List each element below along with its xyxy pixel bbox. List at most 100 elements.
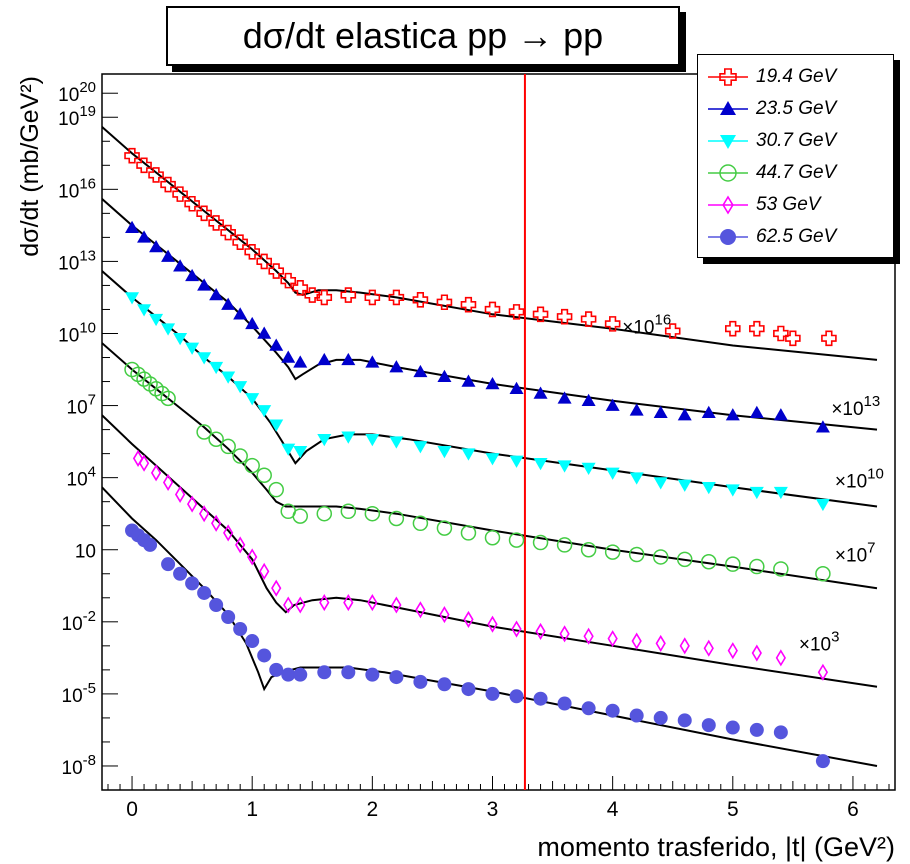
data-point (257, 326, 272, 339)
data-point (533, 691, 548, 706)
scale-factor-label: ×1013 (831, 393, 880, 420)
y-tick-label: 10-5 (62, 680, 96, 707)
legend-entry: 62.5 GeV (698, 221, 893, 253)
data-point (391, 596, 402, 614)
data-point (160, 176, 176, 193)
data-point (271, 579, 282, 597)
legend: 19.4 GeV 23.5 GeV 30.7 GeV 44.7 GeV 53 GeV 62… (697, 54, 894, 258)
data-point (220, 224, 236, 241)
scale-factor-label: ×1016 (622, 311, 671, 338)
legend-marker (708, 229, 748, 245)
legend-symbol (719, 164, 737, 182)
y-tick-label: 1019 (58, 103, 96, 130)
data-point (773, 486, 788, 500)
y-tick-label: 1020 (58, 79, 96, 106)
y-tick-label: 104 (67, 464, 96, 491)
data-point (655, 634, 666, 652)
data-point (143, 537, 158, 552)
data-point (580, 541, 597, 558)
data-point (484, 529, 501, 546)
data-point (389, 436, 404, 449)
data-point (412, 515, 429, 532)
data-point (749, 320, 765, 337)
data-point (437, 369, 452, 382)
data-point (460, 296, 477, 313)
data-point (184, 195, 200, 212)
data-point (269, 662, 284, 677)
legend-label: 53 GeV (756, 194, 821, 215)
data-point (148, 167, 164, 183)
data-point (749, 558, 765, 575)
data-point (161, 323, 176, 336)
legend-label: 19.4 GeV (756, 66, 837, 87)
data-point (556, 308, 573, 325)
x-tick-label: 3 (487, 798, 499, 821)
data-point (269, 338, 284, 351)
data-point (605, 703, 620, 718)
data-point (749, 486, 764, 500)
data-point (461, 682, 476, 697)
data-point (149, 313, 164, 327)
data-point (749, 405, 764, 419)
data-point (557, 460, 572, 473)
series-5 (125, 523, 830, 769)
data-point (509, 381, 524, 395)
data-point (773, 408, 788, 421)
y-tick-label: 1010 (58, 319, 96, 346)
data-point (412, 292, 429, 308)
data-point (125, 292, 140, 305)
data-point (532, 306, 549, 323)
legend-entry: 53 GeV (698, 189, 893, 221)
data-point (319, 594, 330, 612)
scale-factor-label: ×107 (835, 540, 876, 567)
data-point (364, 289, 381, 306)
data-point (484, 301, 501, 318)
data-point (136, 157, 152, 174)
data-point (535, 622, 546, 640)
legend-marker (708, 101, 748, 115)
data-point (185, 342, 200, 355)
data-point (487, 615, 498, 633)
data-point (138, 454, 150, 472)
data-point (533, 457, 548, 471)
data-point (196, 205, 212, 222)
data-point (125, 220, 140, 234)
data-point (283, 596, 294, 614)
data-point (293, 667, 308, 682)
data-point (268, 263, 285, 279)
data-point (725, 484, 740, 497)
data-point (556, 537, 573, 553)
data-point (413, 674, 428, 689)
series-4 (132, 449, 829, 681)
legend-marker (708, 195, 748, 215)
legend-entry: 19.4 GeV (698, 61, 893, 93)
data-point (209, 288, 224, 301)
data-point (256, 253, 273, 270)
data-point (343, 594, 354, 612)
legend-symbol (720, 229, 736, 245)
data-point (664, 323, 681, 339)
data-point (388, 510, 405, 527)
data-point (220, 438, 236, 455)
data-point (557, 696, 572, 711)
data-point (559, 625, 570, 643)
data-point (817, 663, 829, 681)
legend-symbol (720, 101, 736, 115)
data-point (197, 352, 212, 365)
data-point (775, 649, 786, 667)
data-point (751, 644, 762, 662)
data-point (652, 549, 669, 565)
data-point (316, 505, 333, 522)
legend-marker (708, 164, 748, 182)
data-point (211, 514, 222, 532)
legend-label: 44.7 GeV (756, 162, 837, 183)
legend-label: 23.5 GeV (756, 98, 837, 119)
data-point (415, 601, 426, 619)
data-point (629, 708, 644, 723)
data-point (701, 553, 717, 570)
data-point (245, 393, 260, 406)
data-point (173, 566, 188, 581)
data-point (533, 386, 548, 399)
data-point (317, 665, 332, 680)
series-2 (125, 292, 830, 512)
